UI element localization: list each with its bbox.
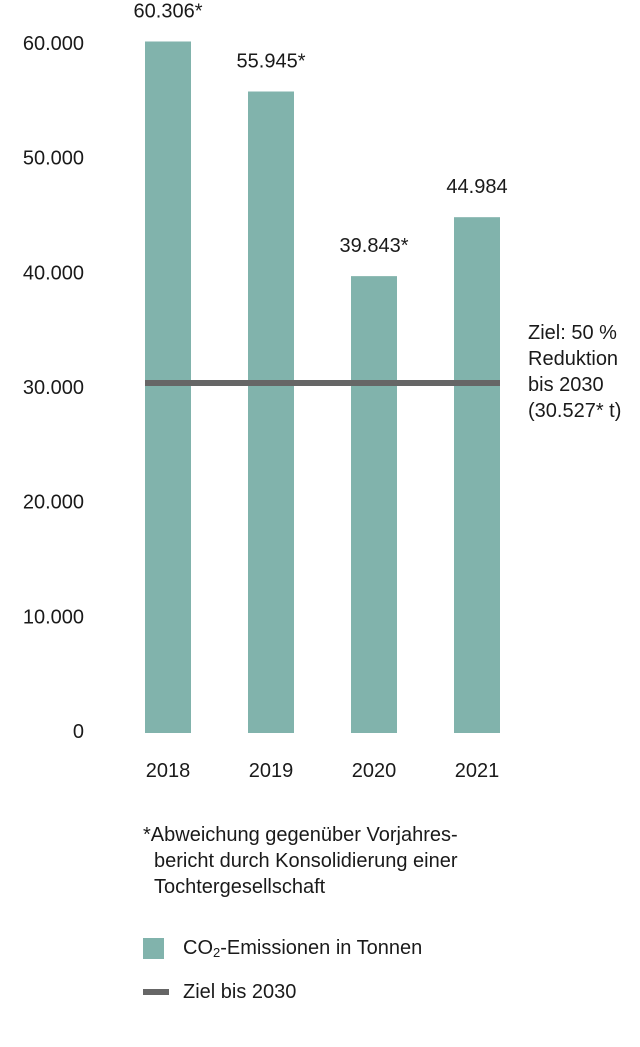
footnote-line-1: *Abweichung gegenüber Vorjahres- [143,824,458,846]
value-label: 39.843* [340,235,409,257]
footnote-line-3: Tochtergesellschaft [154,876,326,898]
x-tick-label: 2018 [146,760,191,782]
legend: CO2-Emissionen in Tonnen Ziel bis 2030 [143,935,422,1023]
y-tick-label: 0 [73,721,84,743]
bar-2018 [145,41,191,733]
bar-2020 [351,276,397,733]
y-tick-label: 20.000 [23,492,84,514]
value-label: 55.945* [237,50,306,72]
target-annotation: Ziel: 50 % Reduktion bis 2030 (30.527* t… [528,322,622,422]
legend-label-emissions: CO2-Emissionen in Tonnen [183,936,423,960]
bar-2019 [248,91,294,734]
legend-swatch-line [143,989,169,995]
legend-label-target: Ziel bis 2030 [183,980,297,1003]
y-tick-label: 50.000 [23,148,84,170]
x-tick-label: 2021 [455,760,500,782]
value-label: 60.306* [134,0,203,22]
footnote-line-2: bericht durch Konsolidierung einer [154,850,458,872]
footnote: *Abweichung gegenüber Vorjahres- bericht… [143,822,543,900]
legend-swatch-bar [143,937,164,959]
co2-bar-chart: 0 10.000 20.000 30.000 40.000 50.000 60.000 60.… [23,0,508,782]
y-tick-label: 30.000 [23,377,84,399]
value-label: 44.984 [446,176,507,198]
x-tick-label: 2019 [249,760,294,782]
legend-item-emissions: CO2-Emissionen in Tonnen [143,935,422,961]
legend-item-target: Ziel bis 2030 [143,979,422,1005]
bar-2021 [454,217,500,733]
y-tick-label: 40.000 [23,262,84,284]
x-tick-label: 2020 [352,760,397,782]
y-tick-label: 10.000 [23,606,84,628]
y-tick-label: 60.000 [23,33,84,55]
